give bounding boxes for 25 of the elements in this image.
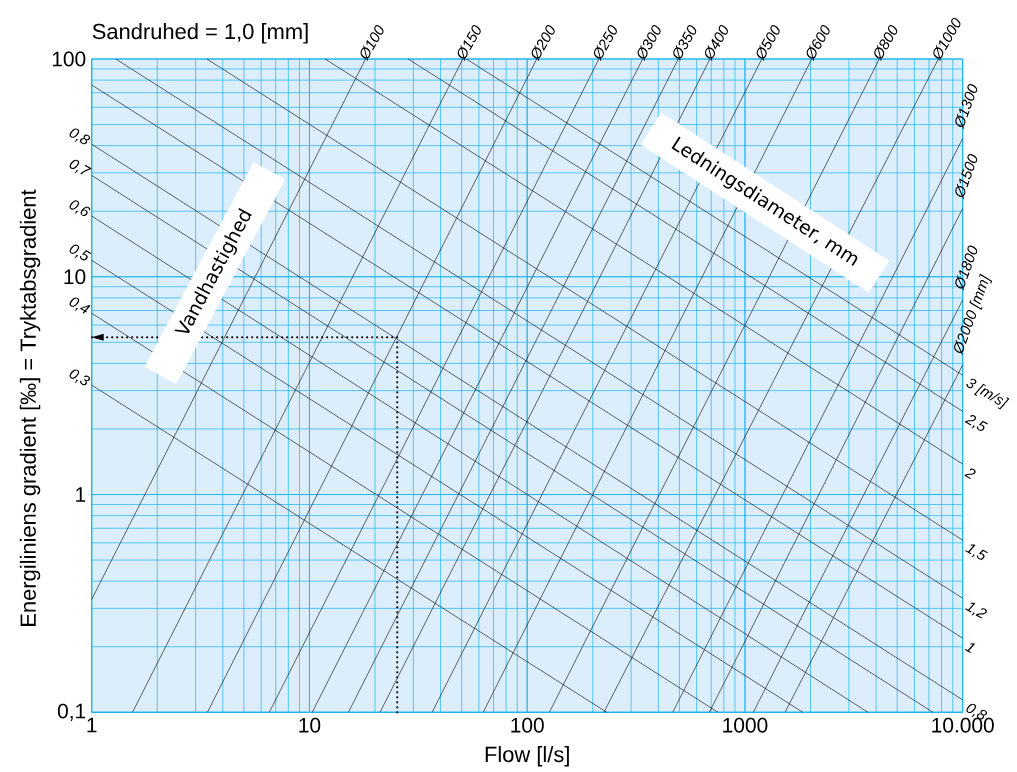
- annotation: 0,5: [69, 244, 92, 261]
- x-tick-label: 100: [511, 718, 544, 733]
- chart-title: Sandruhed = 1,0 [mm]: [92, 23, 308, 44]
- y-axis-title: Energiliniens gradient [‰] = Tryktabsgradient: [19, 189, 41, 627]
- annotation: 1,2: [965, 602, 987, 619]
- x-tick-label: 10: [299, 718, 321, 733]
- y-tick-label: 10: [64, 269, 86, 285]
- annotation: 0,3: [69, 369, 91, 386]
- x-axis-title: Flow [l/s]: [485, 746, 569, 767]
- annotation: 0,6: [69, 200, 91, 217]
- x-tick-label: 1: [87, 718, 97, 733]
- annotation: 0,4: [69, 297, 91, 314]
- annotation: 2: [964, 468, 976, 480]
- y-tick-label: 0,1: [57, 703, 86, 722]
- x-tick-label: 10.000: [932, 718, 994, 733]
- annotation: 1: [964, 643, 975, 654]
- annotation: 1,5: [965, 544, 988, 560]
- annotation: Ø1300: [955, 84, 978, 130]
- y-tick-label: 100: [52, 51, 86, 67]
- x-tick-label: 1000: [723, 718, 768, 733]
- y-tick-label: 1: [76, 487, 86, 502]
- annotation: 0,7: [69, 159, 92, 175]
- annotation: 0,8: [69, 128, 91, 145]
- annotation: Ø1500: [955, 154, 978, 200]
- annotation: 2,5: [964, 415, 988, 432]
